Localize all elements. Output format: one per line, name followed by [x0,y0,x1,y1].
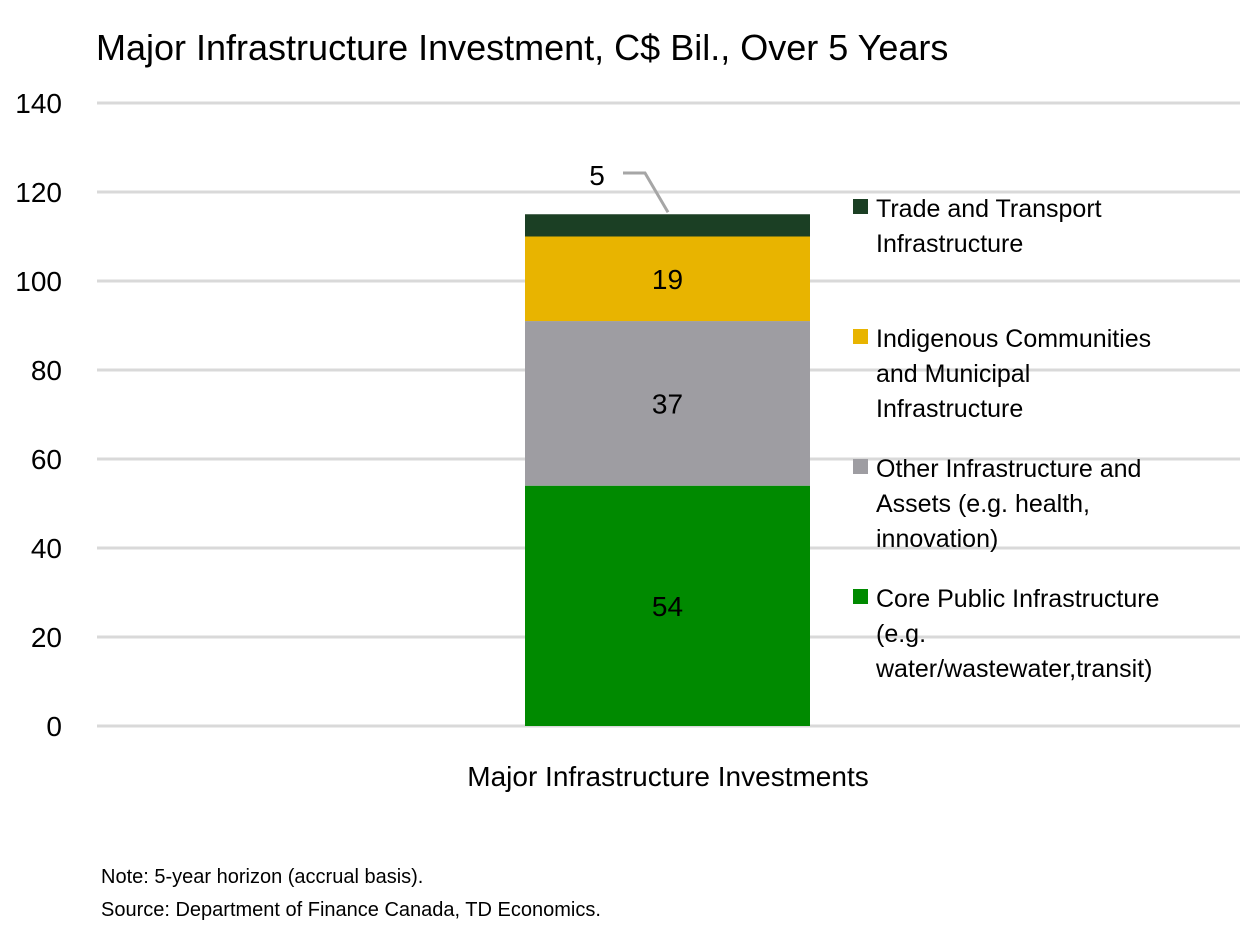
y-tick-label: 20 [31,622,62,653]
bar-segment [525,214,810,237]
y-tick-label: 40 [31,533,62,564]
legend-swatch [853,329,868,344]
legend-label: Trade and Transport [876,195,1102,223]
legend-label: Assets (e.g. health, [876,490,1090,518]
bar-segment [525,321,810,486]
y-tick-label: 120 [15,177,62,208]
data-label: 37 [652,388,683,419]
legend-label: Other Infrastructure and [876,455,1141,483]
legend-label: and Municipal [876,360,1030,388]
legend-swatch [853,589,868,604]
note-text: Note: 5-year horizon (accrual basis). [101,866,423,888]
y-tick-label: 140 [15,88,62,119]
legend-label: Infrastructure [876,230,1023,258]
x-category-label: Major Infrastructure Investments [467,761,868,792]
y-tick-label: 80 [31,355,62,386]
legend-swatch [853,199,868,214]
legend-label: Infrastructure [876,395,1023,423]
bar-segment [525,485,810,726]
y-tick-label: 60 [31,444,62,475]
data-label: 5 [589,160,605,191]
y-tick-label: 100 [15,266,62,297]
data-label: 54 [652,591,683,622]
bar-segment [525,236,810,322]
source-text: Source: Department of Finance Canada, TD… [101,899,601,921]
legend-label: Indigenous Communities [876,325,1151,353]
y-tick-label: 0 [46,711,62,742]
callout-line [623,171,670,214]
chart-title: Major Infrastructure Investment, C$ Bil.… [96,27,948,68]
legend-label: water/wastewater,transit) [875,655,1153,683]
legend-label: innovation) [876,525,998,553]
data-label: 19 [652,264,683,295]
legend-swatch [853,459,868,474]
legend-label: Core Public Infrastructure [876,585,1159,613]
legend-label: (e.g. [876,620,926,648]
